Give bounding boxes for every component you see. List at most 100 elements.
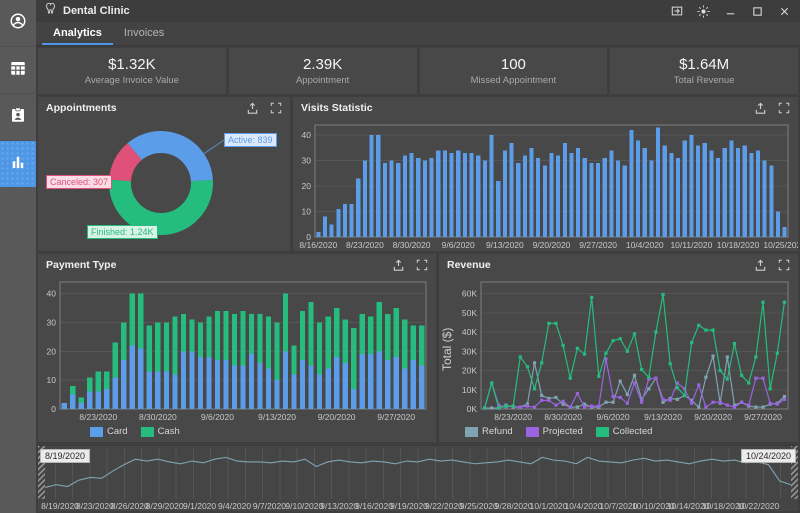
calendar-icon — [9, 59, 27, 82]
svg-text:9/4/2020: 9/4/2020 — [218, 501, 251, 511]
dock-window-button[interactable] — [663, 1, 690, 21]
svg-text:10/7/2020: 10/7/2020 — [599, 501, 637, 511]
panel-title: Visits Statistic — [301, 102, 373, 114]
svg-text:10: 10 — [302, 207, 312, 217]
svg-text:9/20/2020: 9/20/2020 — [318, 412, 356, 422]
expand-icon[interactable] — [778, 102, 790, 114]
legend-item-projected: Projected — [525, 426, 583, 437]
svg-text:20: 20 — [302, 181, 312, 191]
legend-label: Card — [107, 426, 128, 437]
expand-icon[interactable] — [778, 259, 790, 271]
svg-text:10K: 10K — [462, 385, 477, 395]
export-icon[interactable] — [754, 102, 767, 115]
kpi-average-invoice-value: $1.32K Average Invoice Value — [38, 48, 226, 94]
svg-text:9/6/2020: 9/6/2020 — [201, 412, 234, 422]
y-axis-title: Total ($) — [440, 327, 454, 372]
appointments-donut-chart: Active: 839 Finished: 1.24K Canceled: 307 — [38, 119, 290, 251]
visits-panel: Visits Statistic 0 10 20 30 40 8/16/2020 8/23/… — [293, 97, 798, 251]
svg-text:9/1/2020: 9/1/2020 — [183, 501, 216, 511]
svg-text:9/27/2020: 9/27/2020 — [377, 412, 415, 422]
kpi-value: 100 — [500, 56, 526, 73]
kpi-value: 2.39K — [303, 56, 343, 73]
minimize-button[interactable] — [717, 1, 744, 21]
range-start-badge: 8/19/2020 — [40, 449, 91, 463]
kpi-row: $1.32K Average Invoice Value 2.39K Appoi… — [38, 48, 798, 94]
tab-analytics[interactable]: Analytics — [42, 22, 113, 45]
svg-text:8/23/2020: 8/23/2020 — [494, 412, 532, 422]
svg-text:9/20/2020: 9/20/2020 — [694, 412, 732, 422]
svg-text:0K: 0K — [467, 404, 478, 414]
donut-label-active: Active: 839 — [224, 133, 277, 147]
export-icon[interactable] — [246, 102, 259, 115]
expand-icon[interactable] — [416, 259, 428, 271]
svg-text:8/23/2020: 8/23/2020 — [346, 240, 384, 250]
svg-text:9/19/2020: 9/19/2020 — [390, 501, 428, 511]
titlebar: Dental Clinic — [36, 0, 800, 22]
range-selector-chart[interactable]: 8/19/2020 8/23/2020 8/26/2020 8/29/2020 9/1/… — [38, 446, 798, 511]
appointments-panel: Appointments Active: 839 Finished: 1.24K C… — [38, 97, 290, 251]
kpi-missed-appointment: 100 Missed Appointment — [419, 48, 608, 94]
sidebar-item-scheduler[interactable] — [0, 47, 36, 94]
payment-type-panel: Payment Type 0 10 20 30 40 8/23/2020 8/30/2020… — [38, 254, 436, 442]
sidebar — [0, 0, 36, 513]
svg-text:9/13/2020: 9/13/2020 — [258, 412, 296, 422]
svg-text:9/10/2020: 9/10/2020 — [285, 501, 323, 511]
expand-icon[interactable] — [270, 102, 282, 114]
refund-swatch — [465, 426, 478, 437]
legend-label: Cash — [157, 426, 180, 437]
projected-swatch — [525, 426, 539, 437]
svg-text:8/23/2020: 8/23/2020 — [79, 412, 117, 422]
kpi-label: Missed Appointment — [470, 75, 557, 86]
svg-text:30: 30 — [47, 317, 57, 327]
svg-text:0: 0 — [51, 404, 56, 414]
kpi-total-revenue: $1.64M Total Revenue — [610, 48, 798, 94]
svg-text:9/13/2020: 9/13/2020 — [644, 412, 682, 422]
svg-text:8/30/2020: 8/30/2020 — [544, 412, 582, 422]
card-swatch — [90, 426, 103, 437]
svg-text:9/22/2020: 9/22/2020 — [425, 501, 463, 511]
svg-text:40: 40 — [47, 289, 57, 299]
svg-text:30K: 30K — [462, 346, 477, 356]
svg-text:20: 20 — [47, 346, 57, 356]
cash-swatch — [140, 426, 154, 437]
theme-toggle-button[interactable] — [690, 1, 717, 21]
revenue-panel: Revenue Total ($) 0K 10K 20K 30K 40K 50K 60K 8/… — [439, 254, 798, 442]
collected-swatch — [595, 426, 609, 437]
svg-text:10: 10 — [47, 375, 57, 385]
tabbar: Analytics Invoices — [36, 22, 800, 46]
svg-text:9/28/2020: 9/28/2020 — [495, 501, 533, 511]
payment-legend: Card Cash — [38, 423, 436, 442]
svg-text:10/1/2020: 10/1/2020 — [530, 501, 568, 511]
export-icon[interactable] — [754, 259, 767, 272]
svg-text:10/4/2020: 10/4/2020 — [626, 240, 664, 250]
sidebar-item-patients[interactable] — [0, 0, 36, 47]
kpi-value: $1.32K — [108, 56, 156, 73]
svg-text:9/7/2020: 9/7/2020 — [253, 501, 286, 511]
svg-text:9/27/2020: 9/27/2020 — [744, 412, 782, 422]
date-range-selector[interactable]: 8/19/2020 10/24/2020 8/19/2020 8/23/2020 8… — [38, 445, 798, 511]
svg-text:9/25/2020: 9/25/2020 — [460, 501, 498, 511]
svg-text:10/14/2020: 10/14/2020 — [667, 501, 710, 511]
kpi-value: $1.64M — [679, 56, 730, 73]
panel-title: Payment Type — [46, 259, 117, 271]
svg-text:8/30/2020: 8/30/2020 — [139, 412, 177, 422]
close-button[interactable] — [771, 1, 798, 21]
maximize-button[interactable] — [744, 1, 771, 21]
svg-text:9/16/2020: 9/16/2020 — [355, 501, 393, 511]
svg-text:10/25/2020: 10/25/2020 — [763, 240, 798, 250]
revenue-line-chart: 0K 10K 20K 30K 40K 50K 60K 8/23/2020 8/30/2020 9/… — [455, 276, 798, 423]
sidebar-item-analytics[interactable] — [0, 141, 36, 187]
tab-invoices[interactable]: Invoices — [123, 27, 165, 39]
export-icon[interactable] — [392, 259, 405, 272]
contact-card-icon — [9, 106, 27, 129]
svg-text:8/16/2020: 8/16/2020 — [299, 240, 337, 250]
kpi-label: Average Invoice Value — [84, 75, 179, 86]
sidebar-item-doctors[interactable] — [0, 94, 36, 141]
donut-label-finished: Finished: 1.24K — [87, 225, 158, 239]
legend-item-card: Card — [90, 426, 128, 437]
svg-text:8/26/2020: 8/26/2020 — [111, 501, 149, 511]
svg-text:10/22/2020: 10/22/2020 — [737, 501, 780, 511]
legend-label: Projected — [542, 426, 583, 437]
panel-title: Revenue — [447, 259, 491, 271]
